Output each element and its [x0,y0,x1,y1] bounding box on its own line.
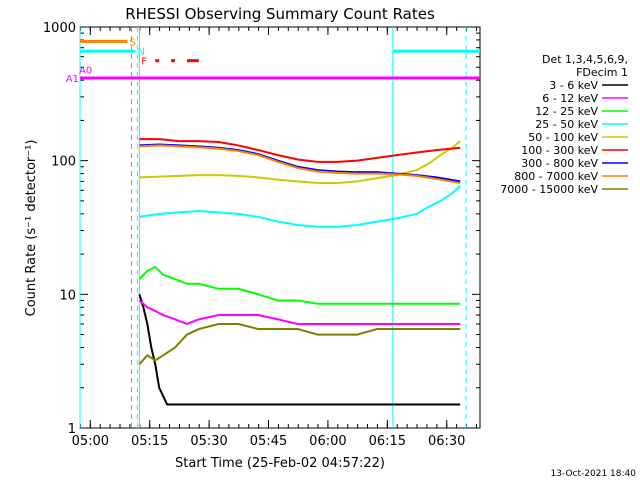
x-tick-label: 06:15 [369,434,406,449]
legend-entry-label: 300 - 800 keV [521,157,598,170]
y-tick-label: 100 [51,155,76,170]
x-tick-label: 06:00 [309,434,346,449]
legend-entry-label: 50 - 100 keV [528,131,598,144]
legend-entry-label: 100 - 300 keV [521,144,598,157]
footer-timestamp: 13-Oct-2021 18:40 [551,469,637,479]
series-line [139,144,461,185]
flag-label: N [137,47,144,58]
plot-area: 1 10 100 1000 05:00 05:15 05:30 05:45 06:00 06:15… [43,21,481,449]
x-axis-label: Start Time (25-Feb-02 04:57:22) [175,456,385,471]
series-line [138,322,461,365]
series-line [139,184,461,228]
legend-entry-label: 12 - 25 keV [535,105,598,118]
series-line [139,140,461,185]
x-tick-label: 05:00 [72,434,109,449]
x-tick-label: 06:30 [428,434,465,449]
flag-label: S [130,37,136,48]
series-line [138,299,461,326]
legend-entry-label: 3 - 6 keV [549,79,598,92]
y-tick-label: 1 [68,422,76,437]
flag-label: F [141,57,147,68]
legend-entry-label: 6 - 12 keV [542,92,598,105]
y-axis-label: Count Rate (s⁻¹ detector⁻¹) [24,140,39,317]
flag-label: A1 [66,74,79,85]
x-tick-label: 05:45 [250,434,287,449]
series-line [138,294,461,406]
series-line [139,138,461,163]
legend-header: Det 1,3,4,5,6,9, [542,53,628,66]
y-tick-label: 1000 [43,21,76,36]
legend-entry-label: 800 - 7000 keV [514,170,598,183]
flag-label: A0 [79,66,92,77]
legend-entry-label: 7000 - 15000 keV [500,183,598,196]
legend-entry-label: 25 - 50 keV [535,118,598,131]
series-line [138,265,461,305]
legend-header: FDecim 1 [576,66,628,79]
x-tick-label: 05:15 [131,434,168,449]
chart-title: RHESSI Observing Summary Count Rates [125,5,435,23]
y-tick-label: 10 [59,288,76,303]
x-tick-label: 05:30 [190,434,227,449]
